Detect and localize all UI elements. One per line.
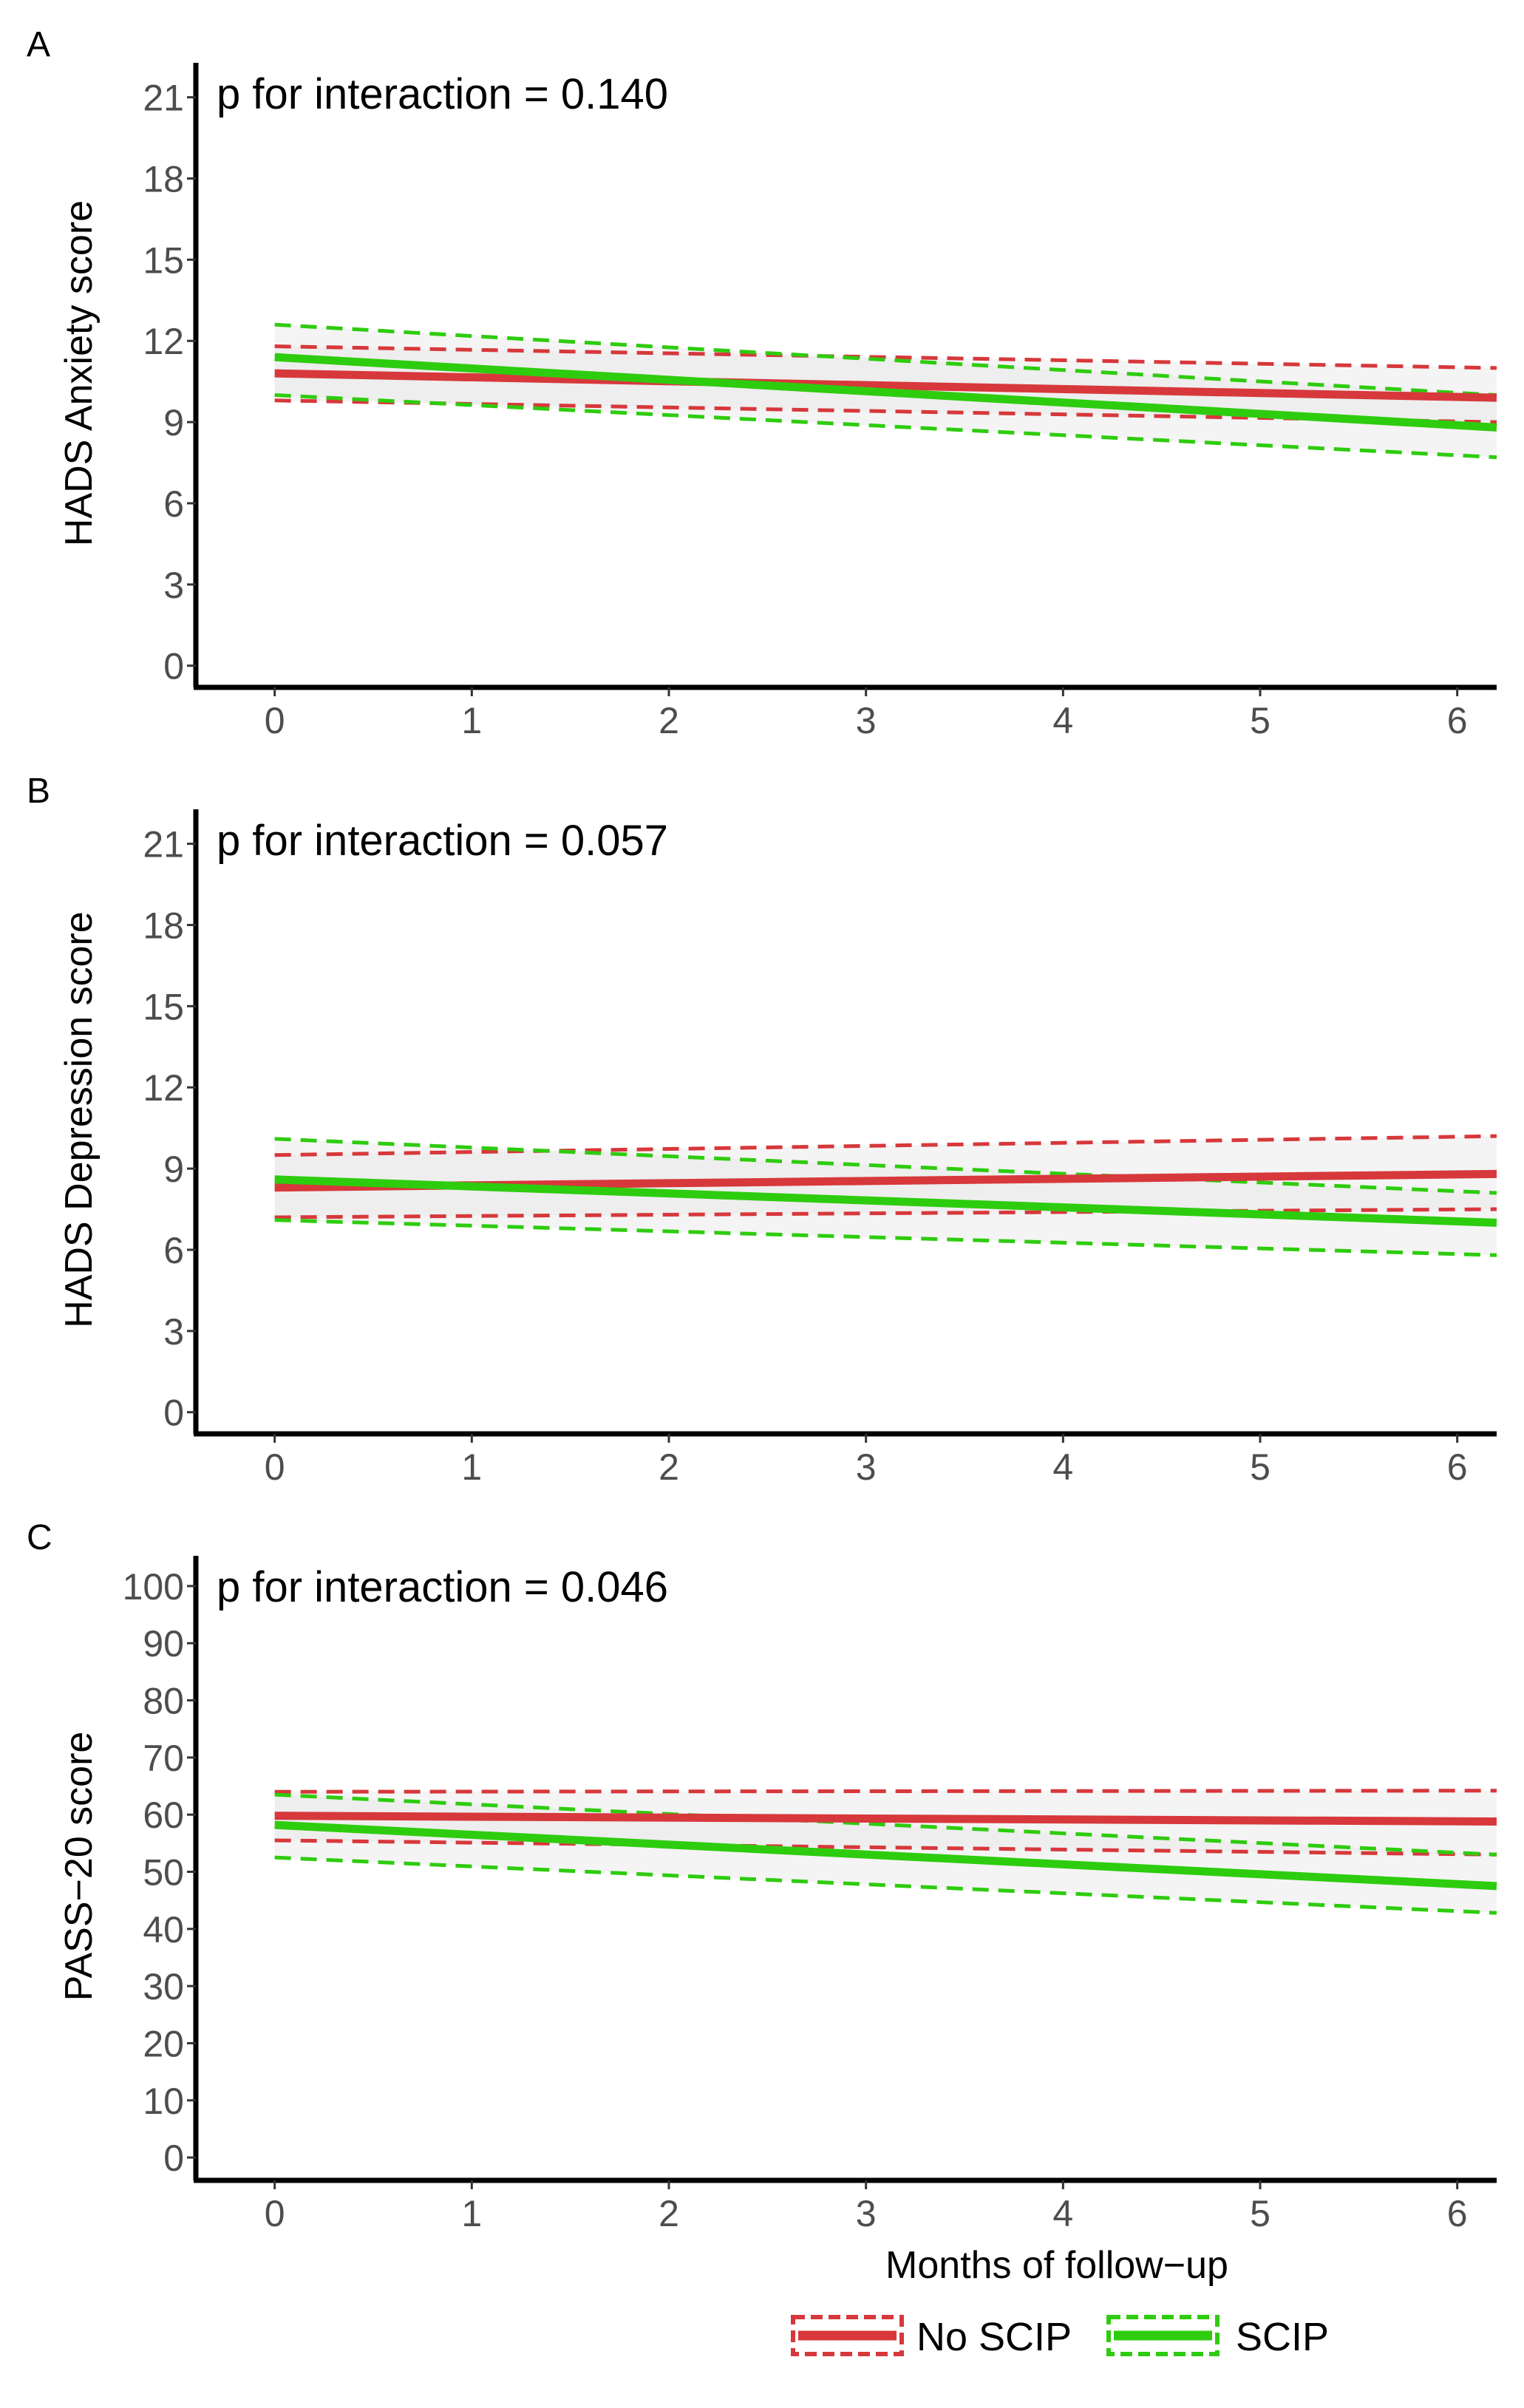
- y-axis-title-c: PASS−20 score: [58, 1732, 101, 2001]
- y-tick-label: 12: [143, 1067, 184, 1109]
- y-tick-label: 0: [163, 1392, 184, 1434]
- y-tick-label: 20: [143, 2023, 184, 2064]
- y-tick-label: 9: [163, 402, 184, 443]
- x-tick-label: 6: [1447, 1446, 1468, 1488]
- y-tick-label: 3: [163, 1311, 184, 1353]
- y-tick-label: 21: [143, 824, 184, 865]
- y-tick-label: 15: [143, 986, 184, 1027]
- y-axis-title-a: HADS Anxiety score: [58, 200, 101, 546]
- panel-label-a: A: [27, 25, 50, 64]
- y-tick-label: 60: [143, 1795, 184, 1836]
- ci-upper-no-scip: [274, 344, 1497, 370]
- ci-lower-scip: [274, 392, 1497, 460]
- legend-key-no-scip: [791, 2315, 904, 2356]
- panel-label-c: C: [27, 1518, 52, 1557]
- y-tick-label: 9: [163, 1149, 184, 1190]
- y-tick-label: 6: [163, 1230, 184, 1271]
- fit-line-scip: [274, 1820, 1497, 1891]
- fit-line-no-scip: [274, 1812, 1497, 1826]
- y-tick-label: 80: [143, 1681, 184, 1722]
- ci-lower-scip: [274, 1855, 1497, 1915]
- x-tick-label: 0: [265, 2193, 285, 2234]
- y-tick-label: 6: [163, 483, 184, 525]
- interaction-annotation-c: p for interaction = 0.046: [217, 1563, 668, 1611]
- legend-label-no-scip: No SCIP: [916, 2315, 1072, 2359]
- ci-upper-scip: [274, 1792, 1497, 1857]
- y-tick-label: 3: [163, 565, 184, 606]
- x-tick-label: 6: [1447, 700, 1468, 741]
- y-tick-label: 12: [143, 321, 184, 362]
- y-tick-label: 21: [143, 78, 184, 119]
- x-tick-label: 0: [265, 1446, 285, 1488]
- x-axis-title: Months of follow−up: [885, 2244, 1228, 2287]
- y-tick-label: 90: [143, 1623, 184, 1664]
- legend-label-scip: SCIP: [1236, 2315, 1329, 2359]
- x-tick-label: 2: [659, 2193, 679, 2234]
- ci-upper-no-scip: [274, 1134, 1497, 1157]
- ci-upper-no-scip: [274, 1789, 1497, 1794]
- legend-key-scip: [1106, 2315, 1219, 2356]
- x-tick-label: 3: [856, 2193, 877, 2234]
- interaction-annotation-b: p for interaction = 0.057: [217, 817, 668, 865]
- panel-label-b: B: [27, 772, 50, 811]
- y-tick-label: 18: [143, 158, 184, 200]
- y-tick-label: 0: [163, 646, 184, 687]
- x-tick-label: 4: [1052, 2193, 1073, 2234]
- y-axis-title-b: HADS Depression score: [58, 911, 101, 1328]
- ci-upper-scip: [274, 1137, 1497, 1195]
- y-tick-label: 30: [143, 1966, 184, 2007]
- panel-c: C 0 10 20 30 40 50 60 70 80 90 100 0 1 2 3 4 5 6 p for in…: [27, 1518, 1497, 2287]
- x-tick-label: 5: [1250, 2193, 1270, 2234]
- ci-lower-no-scip: [274, 1838, 1497, 1857]
- x-tick-label: 5: [1250, 1446, 1270, 1488]
- x-tick-label: 1: [461, 700, 482, 741]
- x-tick-label: 3: [856, 1446, 877, 1488]
- fit-line-scip: [274, 353, 1497, 432]
- interaction-annotation-a: p for interaction = 0.140: [217, 70, 668, 118]
- y-tick-label: 50: [143, 1852, 184, 1894]
- y-tick-label: 18: [143, 905, 184, 946]
- x-tick-label: 6: [1447, 2193, 1468, 2234]
- x-tick-label: 0: [265, 700, 285, 741]
- fit-line-no-scip: [274, 369, 1497, 402]
- x-tick-label: 5: [1250, 700, 1270, 741]
- y-tick-label: 40: [143, 1909, 184, 1950]
- y-tick-label: 10: [143, 2081, 184, 2122]
- x-tick-label: 2: [659, 700, 679, 741]
- legend: No SCIP SCIP: [791, 2315, 1329, 2359]
- ci-lower-no-scip: [274, 1207, 1497, 1220]
- x-tick-label: 1: [461, 2193, 482, 2234]
- x-tick-label: 4: [1052, 700, 1073, 741]
- x-tick-label: 1: [461, 1446, 482, 1488]
- y-tick-label: 0: [163, 2137, 184, 2179]
- x-tick-label: 3: [856, 700, 877, 741]
- x-tick-label: 2: [659, 1446, 679, 1488]
- y-tick-label: 15: [143, 239, 184, 281]
- x-tick-label: 4: [1052, 1446, 1073, 1488]
- y-tick-label: 70: [143, 1738, 184, 1779]
- ci-upper-scip: [274, 322, 1497, 397]
- y-tick-label: 100: [123, 1566, 184, 1608]
- ci-lower-scip: [274, 1218, 1497, 1257]
- fit-line-scip: [274, 1175, 1497, 1227]
